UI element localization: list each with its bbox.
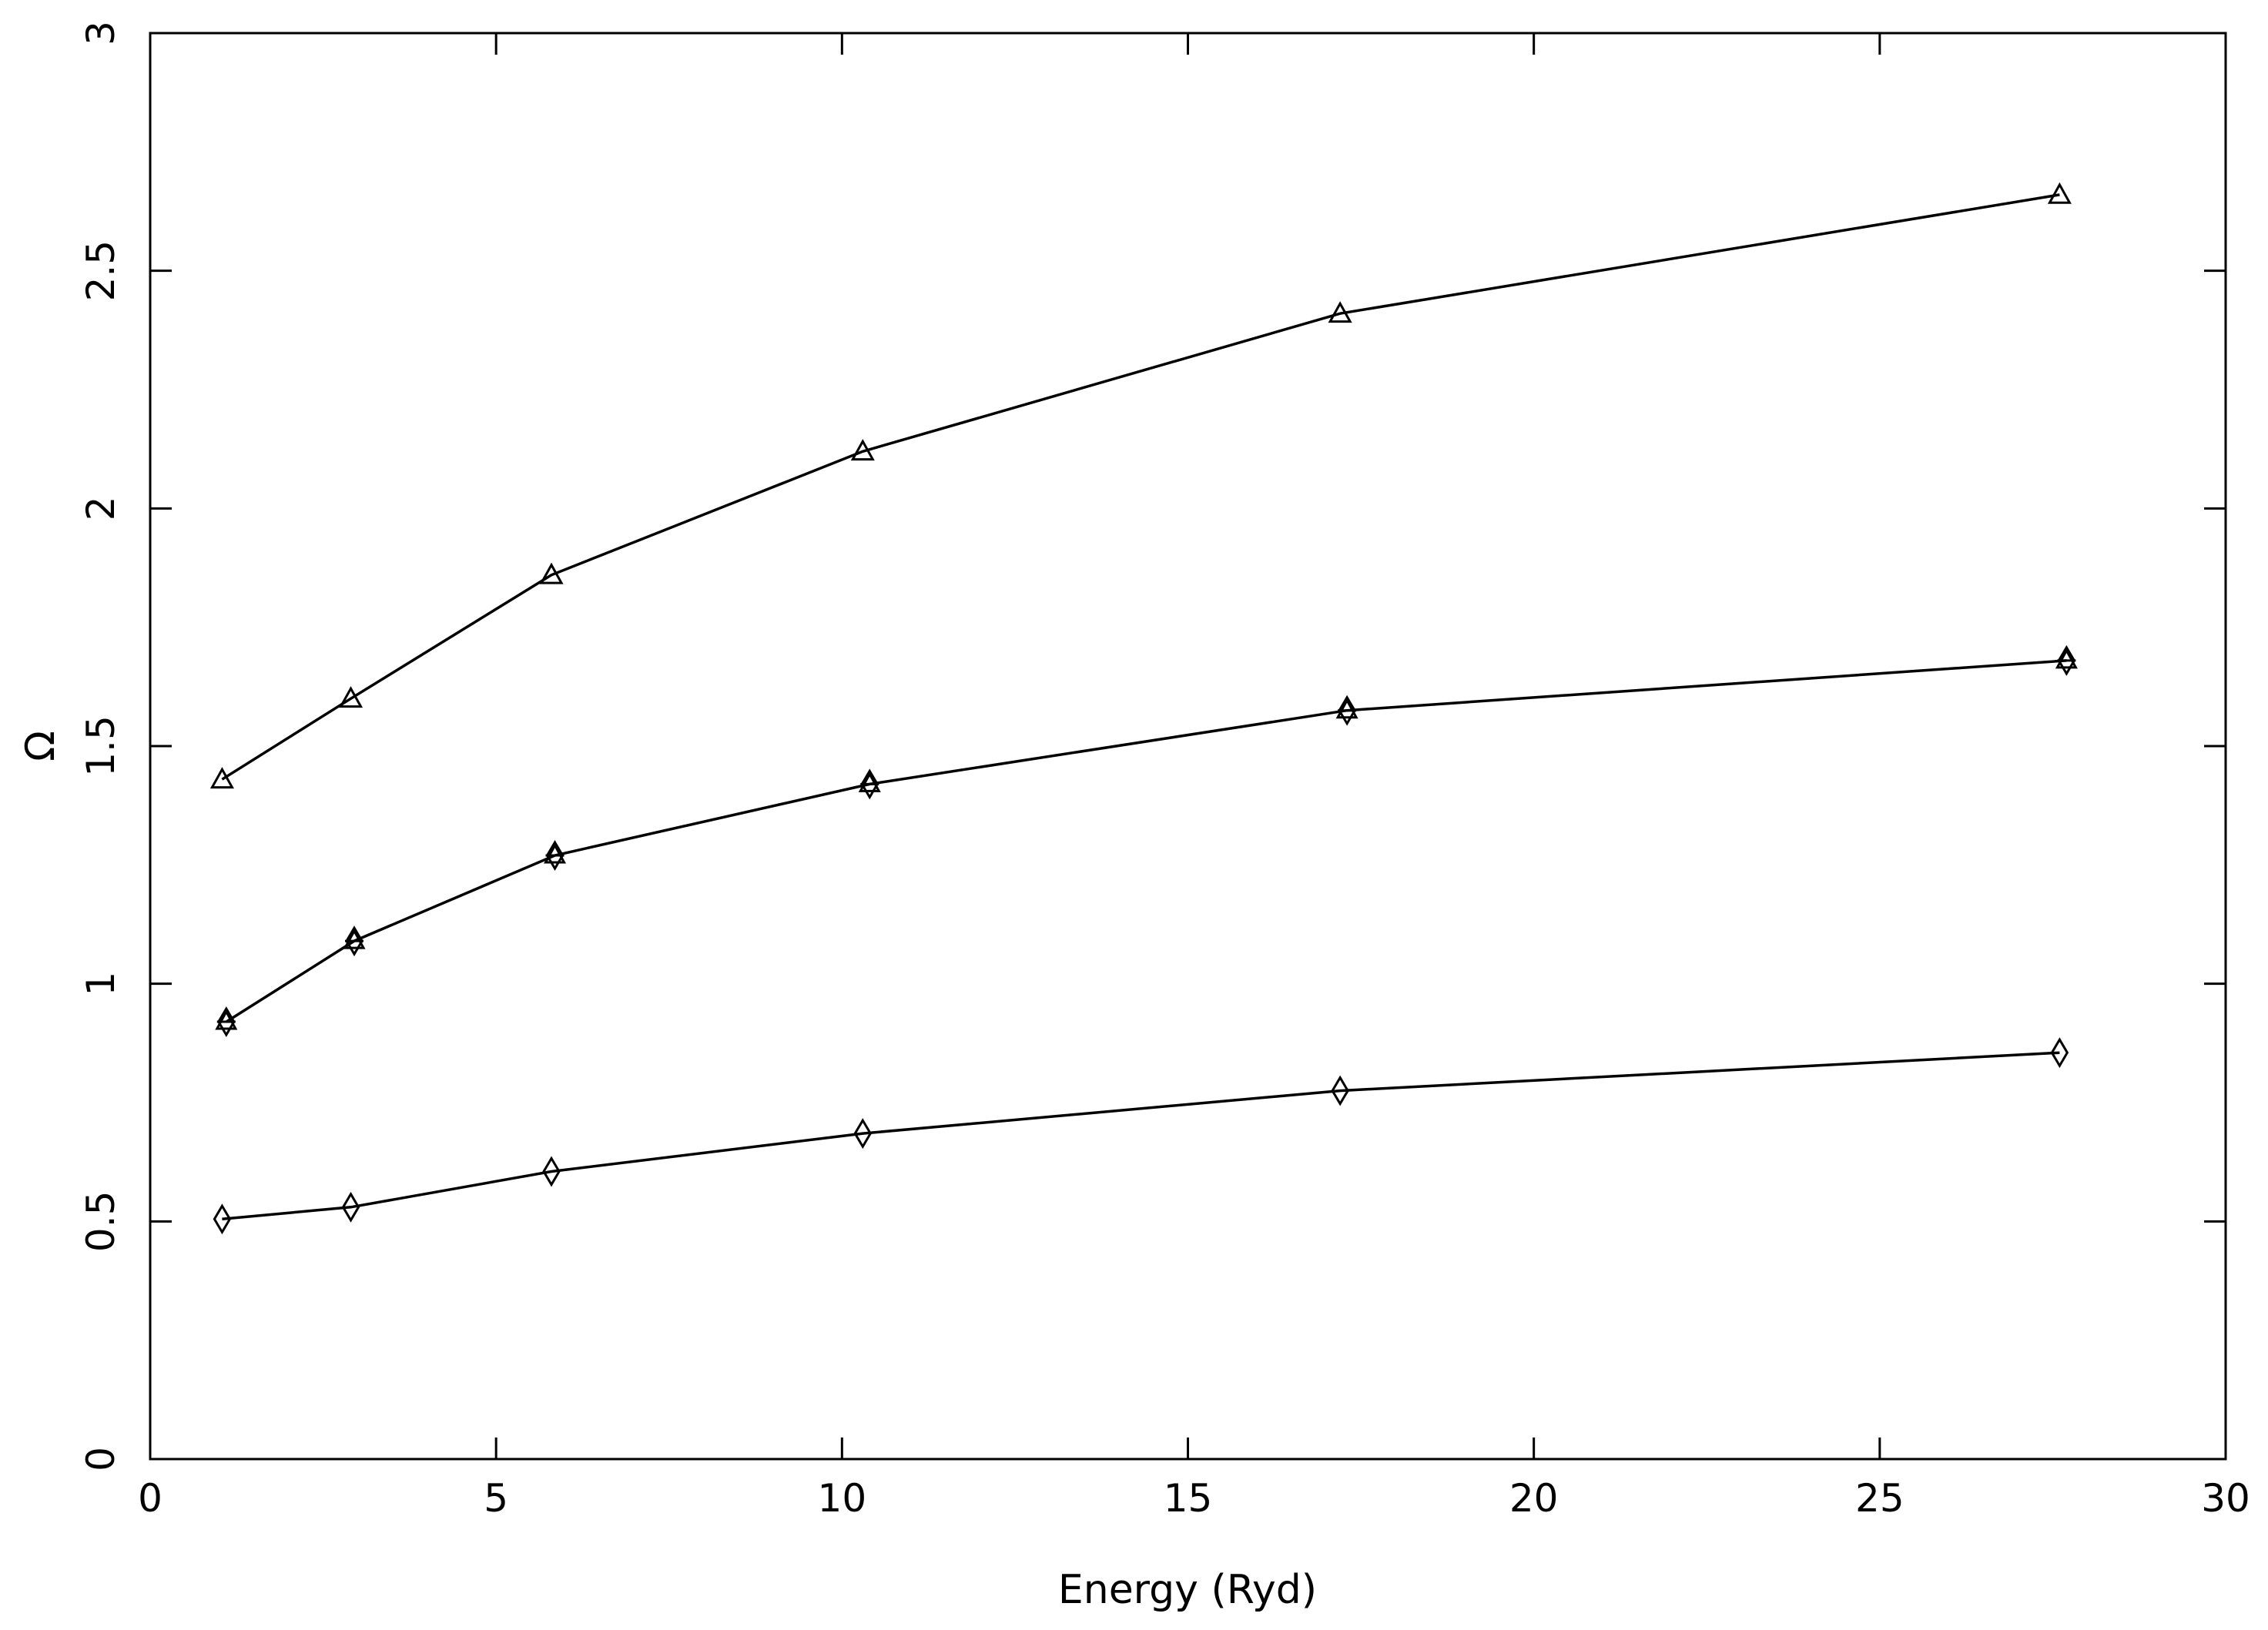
star-diamond-marker: [2055, 648, 2078, 669]
y-tick-label: 0: [79, 1447, 123, 1471]
plot-frame: [149, 32, 2227, 1461]
triangle-marker: [338, 686, 363, 708]
diamond-marker: [853, 1118, 873, 1150]
x-tick-label: 25: [1855, 1476, 1905, 1521]
star-diamond-marker: [2057, 644, 2076, 676]
star-diamond-marker: [1335, 698, 1358, 719]
y-tick-label: 1.5: [79, 715, 123, 777]
x-tick-label: 20: [1509, 1476, 1559, 1521]
x-tick-label: 5: [484, 1476, 508, 1521]
diamond-marker: [1331, 1075, 1349, 1106]
star-diamond-marker: [343, 928, 366, 949]
diamond-marker: [2050, 1037, 2069, 1069]
star-diamond-marker: [860, 768, 879, 800]
star-diamond-marker: [345, 925, 363, 957]
x-axis-title: Energy (Ryd): [1058, 1567, 1317, 1613]
y-tick-label: 2: [79, 496, 123, 520]
diamond-marker: [341, 1191, 360, 1223]
ticks-layer: 0 5 10 15 20 25 30 0 0.5 1 1.5 2 2.5 3: [79, 21, 2250, 1521]
triangle-marker: [850, 439, 875, 461]
star-diamond-marker: [217, 1006, 236, 1038]
y-tick-label: 3: [79, 21, 123, 45]
triangle-marker: [1328, 301, 1352, 323]
star-diamond-marker: [1338, 695, 1356, 726]
y-tick-label: 2.5: [79, 240, 123, 302]
y-axis-title: Ω: [18, 731, 64, 761]
diamond-marker: [213, 1203, 232, 1235]
triangle-marker: [2047, 182, 2072, 204]
y-tick-label: 1: [79, 972, 123, 996]
x-tick-label: 10: [818, 1476, 867, 1521]
diamond-marker: [542, 1156, 561, 1187]
star-diamond-marker: [545, 840, 564, 871]
x-tick-label: 30: [2201, 1476, 2250, 1521]
star-diamond-marker: [543, 842, 567, 864]
x-tick-label: 15: [1164, 1476, 1213, 1521]
triangle-marker: [539, 562, 564, 584]
star-diamond-marker: [215, 1009, 238, 1030]
triangle-series-line: [221, 193, 2060, 781]
series-layer: [209, 182, 2078, 1235]
star-diamond-marker: [858, 771, 881, 792]
y-tick-label: 0.5: [79, 1191, 123, 1253]
star-diamond-series-line: [225, 659, 2067, 1023]
triangle-marker: [209, 767, 234, 789]
x-tick-label: 0: [138, 1476, 162, 1521]
diamond-series-line: [222, 1051, 2060, 1220]
